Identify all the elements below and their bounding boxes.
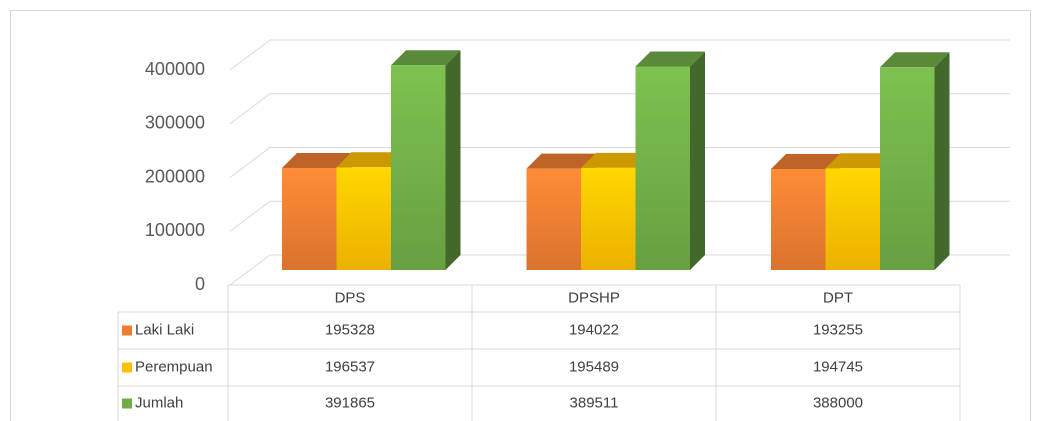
table-value: 389511 [570, 394, 619, 411]
bar-top [880, 52, 950, 68]
bar-top [771, 154, 841, 170]
legend-label: Laki Laki [135, 321, 194, 338]
table-value: 196537 [325, 358, 375, 375]
bar-top [635, 51, 705, 67]
bar [581, 167, 636, 270]
bar [526, 168, 581, 270]
table-value: 391865 [325, 394, 375, 411]
x-tick-label: DPT [823, 289, 853, 306]
bar-top [336, 152, 406, 168]
chart-frame [10, 10, 1031, 421]
legend-swatch [122, 362, 132, 373]
bar [825, 168, 880, 270]
bar [391, 65, 446, 270]
bar-top [391, 50, 461, 66]
table-value: 388000 [813, 394, 863, 411]
y-tick-label: 300000 [145, 113, 205, 133]
bar [771, 169, 826, 270]
table-value: 194745 [813, 358, 863, 375]
bar-side [445, 50, 461, 271]
legend-label: Jumlah [135, 394, 183, 411]
y-tick-label: 100000 [145, 220, 205, 240]
table-value: 195328 [325, 321, 375, 338]
bar [336, 167, 391, 270]
bar [282, 167, 337, 270]
grid-line [229, 39, 271, 71]
table-value: 195489 [569, 358, 619, 375]
legend-label: Perempuan [135, 358, 213, 375]
y-tick-label: 400000 [145, 59, 205, 79]
bar-top [825, 153, 895, 169]
bar-top [526, 153, 596, 169]
bar [635, 66, 690, 270]
y-tick-label: 0 [195, 274, 205, 294]
bar-top [581, 152, 651, 168]
bar-side [934, 52, 950, 270]
table-value: 194022 [569, 321, 619, 338]
grid-line [229, 200, 271, 232]
x-tick-label: DPS [335, 289, 366, 306]
bar-side [690, 51, 705, 271]
grid-line [229, 93, 271, 125]
table-value: 193255 [813, 321, 863, 338]
grid-line [229, 147, 271, 178]
bar-top [282, 152, 352, 168]
grid-line [229, 254, 271, 286]
legend-swatch [122, 325, 132, 336]
legend-swatch [122, 398, 132, 409]
y-tick-label: 200000 [145, 166, 205, 186]
x-tick-label: DPSHP [568, 289, 620, 306]
bar [880, 67, 935, 271]
